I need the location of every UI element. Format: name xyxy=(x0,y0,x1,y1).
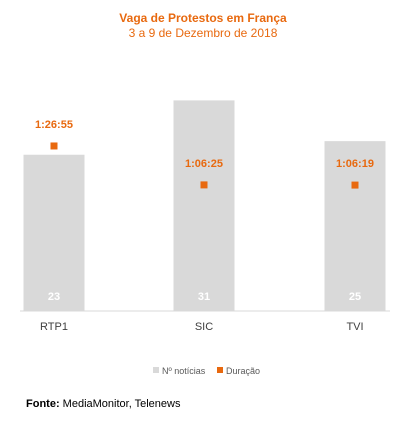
chart-subtitle: 3 a 9 de Dezembro de 2018 xyxy=(129,26,278,40)
chart-title: Vaga de Protestos em França xyxy=(119,11,287,25)
legend-label-bars: Nº notícias xyxy=(162,366,206,376)
legend: Nº notícias Duração xyxy=(153,366,260,376)
bar-value-label: 31 xyxy=(198,291,210,303)
category-label: SIC xyxy=(195,321,213,333)
chart: Vaga de Protestos em França 3 a 9 de Dez… xyxy=(20,11,390,376)
source-text: MediaMonitor, Telenews xyxy=(59,398,181,410)
category-label: TVI xyxy=(346,321,363,333)
duration-point xyxy=(50,142,58,150)
legend-swatch-duration xyxy=(217,367,223,373)
duration-label: 1:26:55 xyxy=(35,119,73,131)
bar-value-label: 23 xyxy=(48,291,60,303)
duration-point xyxy=(200,181,208,189)
legend-swatch-bars xyxy=(153,367,159,373)
duration-label: 1:06:25 xyxy=(185,158,223,170)
duration-point xyxy=(351,181,359,189)
source-note: Fonte: MediaMonitor, Telenews xyxy=(26,398,180,410)
duration-label: 1:06:19 xyxy=(336,158,374,170)
bar xyxy=(324,141,386,311)
bar xyxy=(173,100,235,311)
source-label: Fonte: xyxy=(26,398,60,410)
bar xyxy=(23,154,85,311)
legend-label-duration: Duração xyxy=(226,366,260,376)
category-label: RTP1 xyxy=(40,321,68,333)
plot-area: 23 1:26:55 RTP1 31 1:06:25 SIC 25 1:06:19 TVI xyxy=(23,100,386,333)
bar-value-label: 25 xyxy=(349,291,361,303)
